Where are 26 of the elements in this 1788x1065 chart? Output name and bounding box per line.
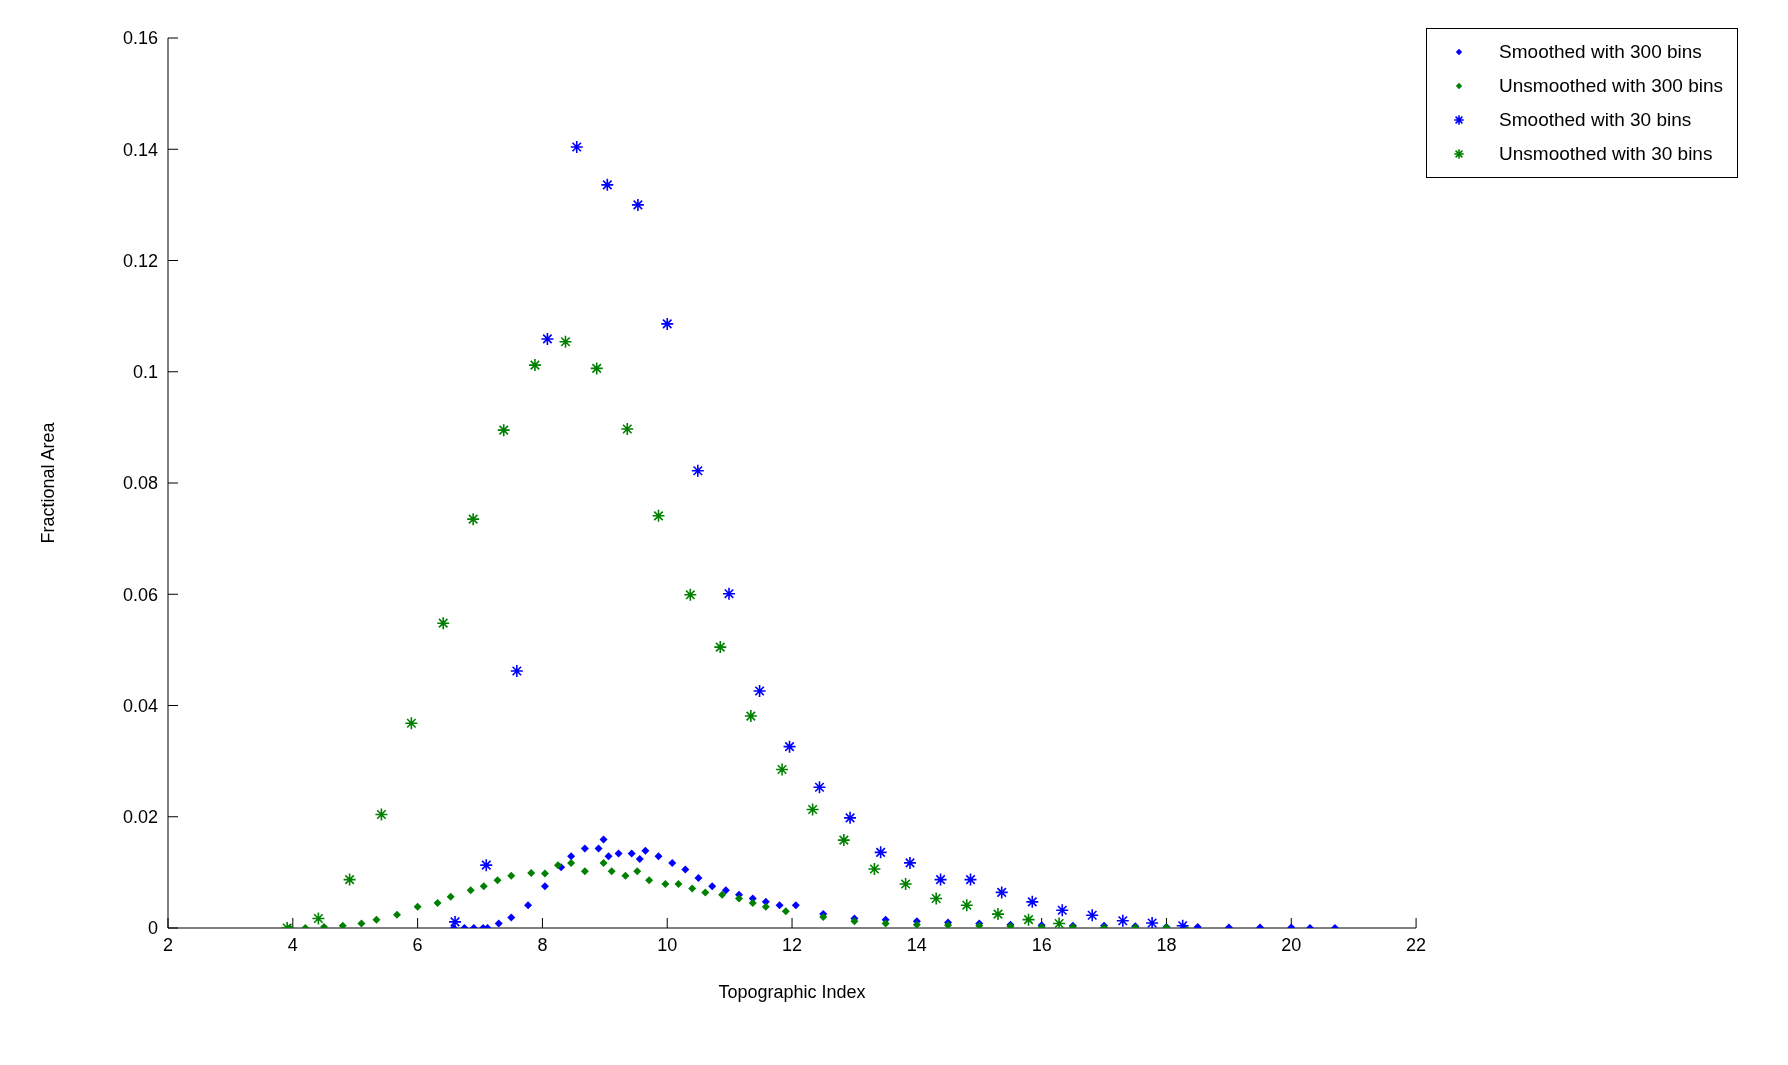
x-tick-label: 16 [1031,934,1052,955]
x-tick-label: 6 [412,934,423,955]
x-tick-label: 10 [657,934,678,955]
y-tick-label: 0 [147,918,158,939]
x-axis-title: Topographic Index [718,982,866,1002]
y-tick-label: 0.12 [122,250,158,271]
x-tick-label: 22 [1406,934,1427,955]
y-tick-label: 0.06 [122,584,158,605]
x-tick-label: 4 [287,934,298,955]
legend-label: Smoothed with 30 bins [1499,109,1692,131]
x-tick-label: 8 [537,934,548,955]
legend-label: Unsmoothed with 300 bins [1499,75,1723,97]
y-tick-label: 0.02 [122,807,158,828]
x-tick-label: 18 [1156,934,1177,955]
legend-label: Smoothed with 300 bins [1499,41,1702,63]
x-tick-label: 20 [1281,934,1302,955]
y-tick-label: 0.1 [132,362,158,383]
x-tick-label: 12 [782,934,803,955]
legend-label: Unsmoothed with 30 bins [1499,143,1713,165]
x-tick-label: 2 [162,934,174,955]
y-tick-label: 0.04 [122,695,158,716]
y-tick-label: 0.08 [122,473,158,494]
y-axis-title: Fractional Area [38,421,59,544]
y-tick-label: 0.16 [122,28,158,49]
x-tick-label: 14 [906,934,927,955]
y-tick-label: 0.14 [122,139,158,160]
